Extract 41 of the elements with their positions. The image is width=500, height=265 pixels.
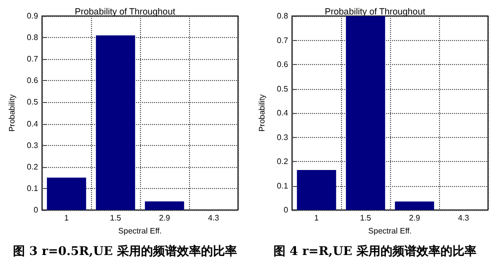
- x-tick-label: 4.3: [458, 214, 470, 222]
- caption: 图 4 r=R,UE 采用的频谱效率的比率: [273, 244, 477, 258]
- x-axis-title: Spectral Eff.: [368, 226, 412, 236]
- x-tick-label: 2.9: [408, 214, 421, 222]
- y-tick-label: 0: [284, 206, 289, 214]
- y-tick-label: 0: [34, 206, 39, 214]
- y-tick-label: 0.4: [276, 108, 289, 118]
- y-tick-label: 0.3: [276, 132, 289, 142]
- bar: [394, 202, 434, 210]
- x-tick-label: 4.3: [208, 214, 220, 222]
- x-axis-title: Spectral Eff.: [118, 226, 162, 236]
- y-axis-title: Probability: [258, 94, 266, 132]
- y-tick-label: 0.6: [276, 60, 289, 69]
- x-tick-label: 1.5: [360, 214, 372, 222]
- y-tick-label: 0.2: [276, 157, 289, 166]
- bar: [46, 178, 86, 210]
- x-tick-label: 2.9: [158, 214, 171, 222]
- x-tick-label: 1.5: [110, 214, 122, 222]
- y-tick-label: 0.6: [26, 76, 39, 86]
- x-tick-label: 1: [314, 214, 320, 222]
- y-tick-label: 0.9: [26, 12, 39, 20]
- y-tick-label: 0.7: [276, 36, 289, 45]
- y-tick-label: 0.8: [276, 12, 289, 20]
- bar: [144, 201, 184, 210]
- y-tick-label: 0.8: [26, 33, 39, 42]
- bar: [96, 35, 136, 210]
- bar: [296, 170, 336, 210]
- y-tick-label: 0.5: [26, 98, 39, 107]
- bar: [346, 16, 386, 210]
- y-tick-label: 0.5: [276, 84, 289, 94]
- chart-title: Probability of Throughout: [324, 6, 426, 16]
- y-tick-label: 0.1: [26, 184, 39, 193]
- y-tick-label: 0.7: [26, 54, 39, 64]
- y-axis-title: Probability: [8, 94, 16, 132]
- y-tick-label: 0.1: [276, 181, 289, 190]
- y-tick-label: 0.3: [26, 140, 39, 150]
- x-tick-label: 1: [64, 214, 70, 222]
- y-tick-label: 0.2: [26, 162, 39, 172]
- caption: 图 3 r=0.5R,UE 采用的频谱效率的比率: [13, 244, 237, 258]
- y-tick-label: 0.4: [26, 119, 39, 128]
- chart-title: Probability of Throughout: [74, 6, 176, 16]
